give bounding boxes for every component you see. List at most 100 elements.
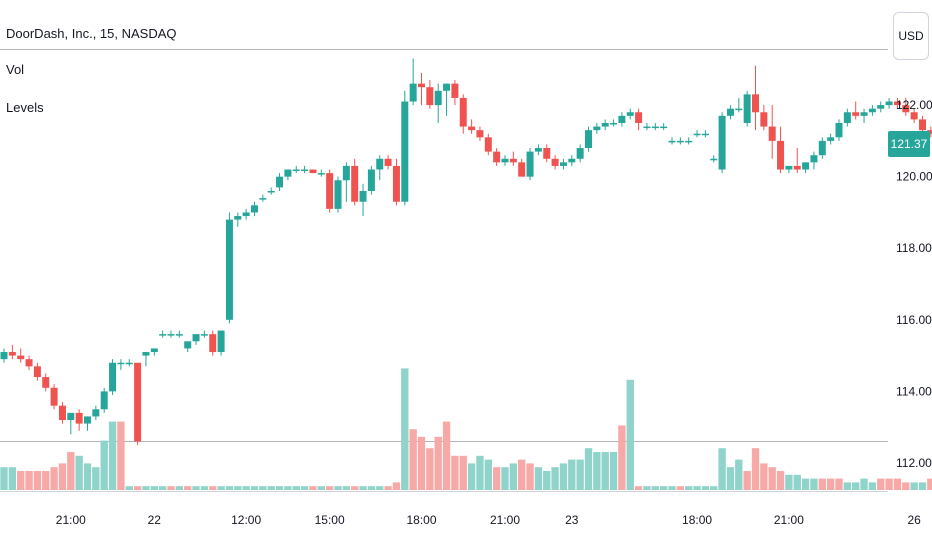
volume-bar	[910, 482, 918, 490]
volume-bar	[259, 486, 267, 490]
volume-bar	[334, 486, 342, 490]
candle-body	[468, 126, 476, 131]
time-tick-label: 21:00	[774, 513, 804, 527]
candle-body	[409, 83, 417, 102]
volume-bar	[651, 486, 659, 490]
candle-body	[276, 176, 284, 188]
volume-bar	[584, 448, 593, 490]
candle-body	[868, 108, 876, 113]
candle-body	[92, 409, 100, 417]
volume-bar	[267, 486, 275, 490]
candle-body	[142, 352, 150, 356]
time-tick-label: 18:00	[682, 513, 712, 527]
candle-body	[317, 173, 325, 175]
volume-bar	[634, 486, 643, 490]
candle-body	[342, 165, 350, 181]
symbol-title[interactable]: DoorDash, Inc., 15, NASDAQ	[6, 26, 177, 41]
volume-bar	[17, 471, 25, 490]
candle-body	[626, 112, 634, 116]
candle-body	[17, 355, 25, 360]
candle-body	[585, 130, 592, 149]
volume-bar	[158, 486, 167, 490]
candle-body	[401, 101, 409, 202]
candle-body	[818, 140, 826, 156]
candle-body	[610, 122, 618, 125]
volume-bar	[476, 455, 484, 490]
volume-bar	[451, 455, 459, 490]
candle-body	[559, 162, 567, 166]
candle-body	[476, 130, 484, 138]
volume-bar	[793, 474, 801, 490]
candle-body	[643, 126, 651, 129]
volume-bar	[693, 486, 701, 490]
volume-bar	[484, 459, 492, 490]
volume-bar	[359, 486, 367, 490]
volume-bar	[492, 467, 501, 490]
volume-bar	[125, 486, 133, 490]
volume-bar	[877, 478, 885, 490]
candle-body	[793, 165, 801, 170]
indicator-levels-label[interactable]: Levels	[6, 100, 44, 115]
candle-body	[376, 158, 384, 170]
indicator-vol-label[interactable]: Vol	[6, 62, 25, 77]
time-tick-label: 18:00	[406, 513, 436, 527]
candle-body	[175, 334, 183, 336]
candle-body	[159, 334, 167, 336]
candle-body	[109, 362, 117, 392]
candle-body	[284, 169, 292, 177]
candle-body	[267, 190, 275, 193]
volume-bar	[209, 486, 217, 490]
candle-body	[25, 359, 33, 367]
candle-body	[509, 158, 517, 163]
volume-bar	[367, 486, 376, 490]
volume-bar	[501, 467, 509, 490]
currency-button[interactable]: USD	[893, 12, 929, 60]
volume-bar	[576, 459, 584, 490]
volume-bar	[75, 455, 83, 490]
candle-body	[359, 190, 367, 202]
candle-body	[301, 169, 309, 172]
candle-body	[618, 115, 626, 123]
volume-bar	[392, 482, 401, 490]
volume-bar	[643, 486, 651, 490]
volume-bar	[743, 471, 751, 490]
volume-bar	[835, 478, 843, 490]
volume-bar	[67, 452, 75, 490]
volume-bar	[810, 478, 818, 490]
candle-body	[526, 151, 534, 177]
volume-bar	[618, 425, 626, 490]
volume-bar	[434, 436, 442, 490]
candle-body	[635, 112, 643, 123]
volume-bar	[726, 467, 735, 490]
candle-body	[259, 198, 267, 200]
volume-bar	[593, 452, 601, 490]
time-tick-label: 22	[148, 513, 162, 527]
time-axis[interactable]: 21:00 22 12:00 15:00 18:00 21:00 23 18:00 21:00 2…	[56, 513, 921, 527]
volume-bar	[409, 429, 417, 490]
candle-body	[726, 108, 734, 116]
candle-body	[735, 108, 743, 111]
candle-body	[459, 97, 467, 127]
volume-bar	[551, 467, 559, 490]
volume-bar	[175, 486, 184, 490]
volume-bar	[92, 467, 100, 490]
volume-bar	[685, 486, 693, 490]
volume-bar	[718, 448, 726, 490]
candle-body	[384, 158, 392, 166]
price-axis[interactable]: 112.00 114.00 116.00 118.00 120.00 122.00	[896, 98, 932, 470]
price-tick-label: 118.00	[896, 241, 932, 255]
candle-body	[701, 133, 709, 136]
volume-bar	[526, 463, 534, 490]
volume-bar	[852, 482, 860, 490]
candle-body	[710, 158, 718, 161]
volume-bar	[927, 478, 932, 490]
volume-bar	[133, 486, 142, 490]
volume-bar	[217, 486, 225, 490]
candle-body	[534, 148, 542, 152]
volume-bar	[818, 478, 826, 490]
candle-body	[885, 101, 893, 106]
candle-body	[785, 165, 793, 170]
candle-body	[351, 165, 359, 202]
volume-bar	[918, 482, 927, 490]
